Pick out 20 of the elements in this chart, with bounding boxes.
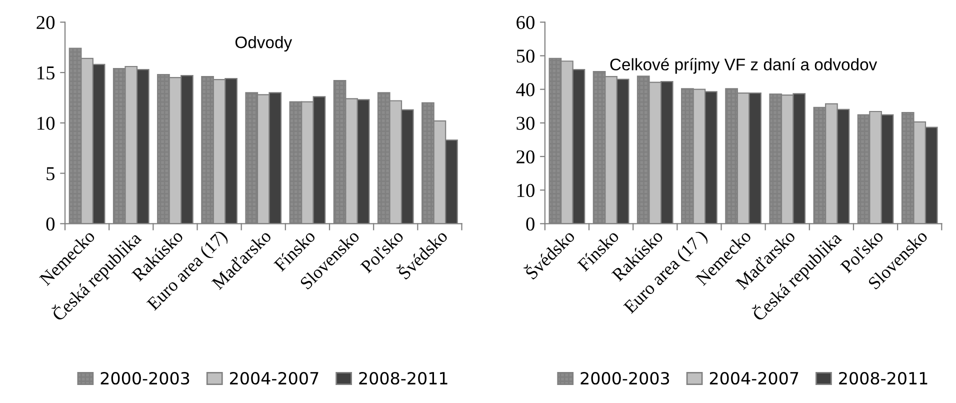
y-tick-label: 0 <box>526 217 534 231</box>
y-tick-label: 0 <box>46 217 55 231</box>
text: Celkové príjmy VF z daní a odvodov <box>610 58 878 74</box>
y-tick-label: 40 <box>516 83 534 96</box>
legend-label: 2004-2007 <box>710 372 798 385</box>
text: Odvody <box>235 36 292 52</box>
y-tick-label: 50 <box>516 50 534 63</box>
y-tick-label: 10 <box>517 184 534 198</box>
y-tick-label: 60 <box>516 16 534 30</box>
y-tick-label: 30 <box>516 116 534 130</box>
y-tick-label: 10 <box>38 116 55 130</box>
legend-label: 2000-2003 <box>100 372 190 385</box>
y-tick-label: 20 <box>36 16 55 30</box>
legend-label: 2000-2003 <box>580 372 670 385</box>
legend-label: 2008-2011 <box>359 372 448 385</box>
legend-label: 2004-2007 <box>230 372 318 385</box>
y-tick-label: 15 <box>38 66 55 80</box>
legend-label: 2008-2011 <box>839 372 928 385</box>
y-tick-label: 5 <box>46 167 55 180</box>
y-tick-label: 20 <box>516 150 534 164</box>
